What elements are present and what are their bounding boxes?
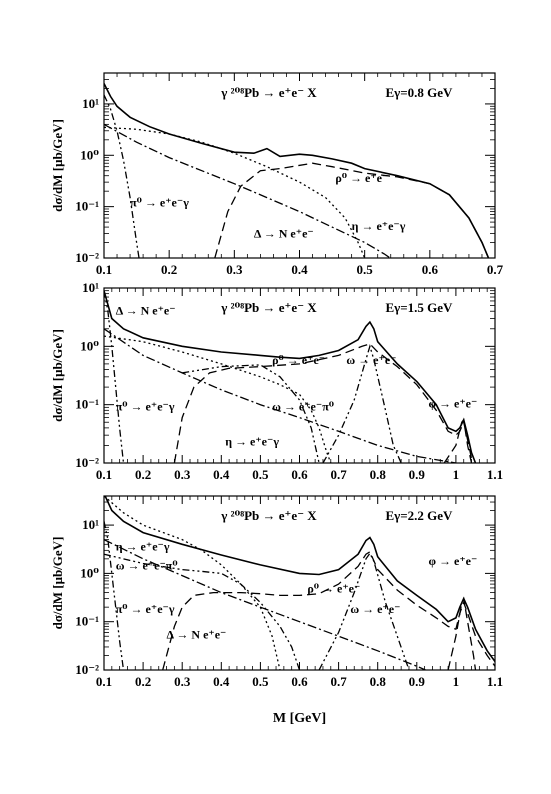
y-tick-label: 10⁻¹ [75, 199, 99, 214]
x-tick-label: 0.3 [174, 467, 191, 482]
x-tick-label: 0.6 [291, 467, 308, 482]
x-tick-label: 0.2 [135, 674, 151, 689]
x-tick-label: 0.3 [174, 674, 191, 689]
series-line-7-dashdotdot [318, 552, 410, 670]
y-tick-label: 10⁻² [75, 250, 99, 265]
x-tick-label: 0.7 [487, 262, 504, 277]
y-tick-label: 10⁰ [80, 147, 99, 162]
process-annotation: η → e⁺e⁻γ [352, 219, 406, 233]
series-line-3-dotted [104, 126, 366, 258]
chart-panel-3: 0.1 0.2 0.3 0.4 0.5 0.6 0.7 0.8 0.9 1 1.1 10⁻² 10⁻¹ 1… [50, 495, 503, 726]
series-line-7-dashdotdot [322, 344, 402, 463]
x-tick-label: 1 [453, 674, 460, 689]
x-tick-label: 0.5 [252, 467, 269, 482]
series-line-6-dashdotdot [182, 364, 320, 463]
series-line-4-dashdot [104, 123, 392, 258]
series-line-2-dashed [173, 343, 475, 463]
x-tick-label: 0.1 [96, 674, 112, 689]
process-annotation: ρ⁰ → e⁺e⁻ [335, 171, 388, 185]
process-annotation: π⁰ → e⁺e⁻γ [130, 196, 189, 210]
energy-label: Eγ=2.2 GeV [386, 508, 454, 523]
series-line-3-dotted [104, 496, 281, 670]
y-axis-label: dσ/dM [μb/GeV] [50, 537, 65, 630]
process-annotation: ω → e⁺e⁻π⁰ [272, 399, 334, 413]
x-tick-label: 0.2 [161, 262, 177, 277]
energy-label: Eγ=0.8 GeV [386, 85, 454, 100]
y-tick-label: 10⁻² [75, 662, 99, 677]
process-annotation: Δ → N e⁺e⁻ [167, 627, 227, 641]
x-tick-label: 0.8 [370, 467, 387, 482]
x-tick-label: 0.1 [96, 262, 112, 277]
x-tick-label: 0.9 [409, 467, 426, 482]
x-tick-label: 1.1 [487, 674, 503, 689]
x-tick-label: 0.3 [226, 262, 243, 277]
x-tick-label: 0.1 [96, 467, 112, 482]
y-axis-label: dσ/dM [μb/GeV] [50, 329, 65, 422]
x-tick-label: 0.6 [291, 674, 308, 689]
series-line-2-dashed [214, 162, 490, 258]
x-tick-label: 0.5 [357, 262, 374, 277]
y-tick-label: 10¹ [82, 517, 99, 532]
process-annotation: π⁰ → e⁺e⁻γ [116, 602, 175, 616]
series-line-8-dashed [443, 418, 473, 463]
x-tick-label: 0.2 [135, 467, 151, 482]
series-line-5-dashdotdot [104, 521, 125, 670]
x-tick-label: 0.7 [330, 467, 347, 482]
y-tick-label: 10⁻¹ [75, 614, 99, 629]
process-annotation: η → e⁺e⁻γ [116, 539, 170, 553]
y-tick-label: 10⁻¹ [75, 397, 99, 412]
series-line-3-dotted [104, 335, 332, 463]
process-annotation: ω → e⁺e⁻ [346, 353, 396, 367]
y-tick-label: 10⁻² [75, 455, 99, 470]
process-annotation: Δ → N e⁺e⁻ [254, 227, 314, 241]
y-tick-label: 10⁰ [80, 338, 99, 353]
process-annotation: ω → e⁺e⁻ [350, 602, 400, 616]
x-tick-label: 0.8 [370, 674, 387, 689]
process-annotation: ρ⁰ → e⁺e⁻ [272, 353, 325, 367]
series-line-8-dashed [447, 596, 477, 670]
y-tick-label: 10¹ [82, 280, 99, 295]
energy-label: Eγ=1.5 GeV [386, 300, 454, 315]
series-line-2-dashed [162, 550, 495, 670]
series-line-5-dashdotdot [104, 290, 125, 463]
x-tick-label: 0.5 [252, 674, 269, 689]
y-tick-label: 10¹ [82, 96, 99, 111]
panel-title: γ ²⁰⁸Pb → e⁺e⁻ X [220, 300, 317, 315]
panel-title: γ ²⁰⁸Pb → e⁺e⁻ X [220, 85, 317, 100]
x-tick-label: 1.1 [487, 467, 503, 482]
series-line-1-solid [104, 290, 477, 463]
x-tick-label: 0.4 [291, 262, 308, 277]
panel-title: γ ²⁰⁸Pb → e⁺e⁻ X [220, 508, 317, 523]
x-tick-label: 1 [453, 467, 460, 482]
series-line-5-dashdotdot [104, 94, 140, 258]
process-annotation: ω → e⁺e⁻π⁰ [116, 559, 178, 573]
process-annotation: π⁰ → e⁺e⁻γ [116, 399, 175, 413]
x-tick-label: 0.9 [409, 674, 426, 689]
process-annotation: φ → e⁺e⁻ [429, 396, 478, 410]
process-annotation: ρ⁰ → e⁺e⁻ [307, 582, 360, 596]
chart-panel-2: 0.1 0.2 0.3 0.4 0.5 0.6 0.7 0.8 0.9 1 1.1 10⁻² 10⁻¹ 1… [50, 280, 503, 482]
process-annotation: Δ → N e⁺e⁻ [116, 304, 176, 318]
x-tick-label: 0.7 [330, 674, 347, 689]
y-axis-label: dσ/dM [μb/GeV] [50, 119, 65, 212]
x-tick-label: 0.4 [213, 467, 230, 482]
x-tick-label: 0.6 [422, 262, 439, 277]
process-annotation: η → e⁺e⁻γ [225, 434, 279, 448]
y-tick-label: 10⁰ [80, 565, 99, 580]
series-line-4-dashdot [104, 328, 457, 463]
series-line-6-dashdotdot [104, 553, 301, 670]
process-annotation: φ → e⁺e⁻ [429, 554, 478, 568]
x-tick-label: 0.4 [213, 674, 230, 689]
chart-panel-1: 0.1 0.2 0.3 0.4 0.5 0.6 0.7 10⁻² 10⁻¹ 10⁰ 10¹ γ ²⁰⁸… [50, 72, 504, 277]
x-axis-label: M [GeV] [273, 711, 326, 726]
